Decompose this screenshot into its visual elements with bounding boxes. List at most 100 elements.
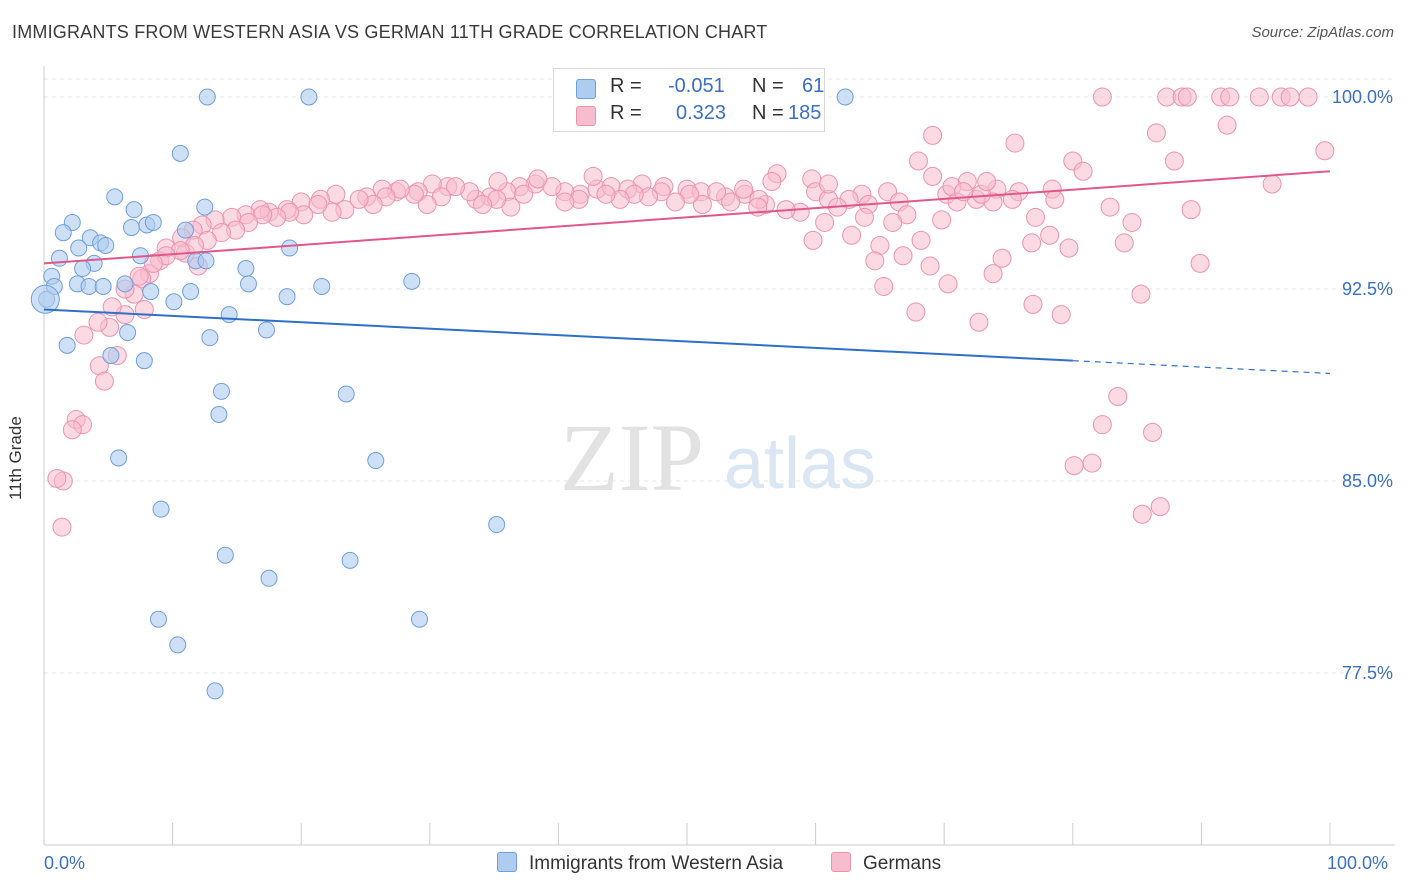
data-point-western-asia (94, 277, 112, 295)
data-point-germans (1190, 253, 1210, 273)
data-point-western-asia (54, 224, 72, 242)
data-point-germans (1040, 225, 1060, 245)
y-tick-label: 100.0% (1332, 87, 1393, 107)
data-point-germans (555, 192, 575, 212)
watermark-zip: ZIP (560, 404, 704, 511)
chart-title: IMMIGRANTS FROM WESTERN ASIA VS GERMAN 1… (12, 22, 768, 42)
data-point-germans (977, 171, 997, 191)
data-point-western-asia (50, 249, 68, 267)
data-point-germans (692, 195, 712, 215)
data-point-germans (74, 325, 94, 345)
data-point-germans (923, 125, 943, 145)
data-point-western-asia (106, 188, 124, 206)
data-point-germans (1092, 415, 1112, 435)
bottom-legend-western-asia: Immigrants from Western Asia (497, 852, 783, 875)
data-point-germans (62, 420, 82, 440)
x-tick-label-min: 0.0% (44, 853, 86, 873)
data-point-germans (1100, 197, 1120, 217)
data-point-germans (349, 189, 369, 209)
data-point-western-asia (206, 682, 224, 700)
data-point-germans (923, 166, 943, 186)
trend-lines (43, 170, 1331, 375)
data-point-germans (1220, 87, 1240, 107)
data-point-germans (1131, 284, 1151, 304)
data-point-western-asia (152, 500, 170, 518)
data-point-germans (1082, 453, 1102, 473)
trend-line-germans (43, 170, 1331, 265)
data-point-western-asia (135, 352, 153, 370)
data-point-germans (1114, 233, 1134, 253)
data-point-germans (94, 371, 114, 391)
data-point-western-asia (281, 239, 299, 257)
data-point-western-asia (239, 275, 257, 293)
data-point-western-asia (142, 283, 160, 301)
data-point-germans (596, 184, 616, 204)
data-point-western-asia (257, 321, 275, 339)
data-point-germans (865, 251, 885, 271)
data-point-western-asia (201, 329, 219, 347)
data-point-western-asia (220, 306, 238, 324)
legend-n-label: N = (752, 102, 784, 124)
data-point-germans (446, 177, 466, 197)
data-point-germans (47, 468, 67, 488)
data-point-germans (707, 182, 727, 202)
data-point-germans (1262, 174, 1282, 194)
data-point-germans (932, 210, 952, 230)
bottom-legend-germans: Germans (831, 852, 941, 875)
data-point-germans (1059, 238, 1079, 258)
legend-r-value-pink: 0.323 (676, 102, 727, 124)
data-point-germans (983, 264, 1003, 284)
bottom-legend-label-blue: Immigrants from Western Asia (529, 853, 784, 874)
data-point-western-asia (278, 288, 296, 306)
y-tick-label: 92.5% (1342, 279, 1393, 299)
data-point-western-asia (197, 252, 215, 270)
data-point-western-asia (411, 610, 429, 628)
legend-n-label: N = (752, 75, 784, 97)
data-point-germans (1023, 294, 1043, 314)
data-point-western-asia (144, 213, 162, 231)
data-point-western-asia (216, 546, 234, 564)
data-point-germans (1022, 233, 1042, 253)
data-point-western-asia (836, 88, 854, 106)
data-point-germans (473, 195, 493, 215)
data-point-germans (1164, 151, 1184, 171)
data-point-western-asia (58, 336, 76, 354)
y-axis-label: 11th Grade (6, 416, 25, 500)
data-point-western-asia (149, 610, 167, 628)
data-point-germans (1051, 305, 1071, 325)
data-point-western-asia (102, 347, 120, 365)
chart-source: Source: ZipAtlas.com (1251, 24, 1394, 41)
data-point-western-asia (403, 272, 421, 290)
data-point-germans (1073, 161, 1093, 181)
data-point-western-asia (97, 236, 115, 254)
data-point-western-asia (74, 260, 92, 278)
data-point-western-asia (210, 405, 228, 423)
data-point-germans (52, 517, 72, 537)
data-point-germans (143, 253, 163, 273)
data-point-germans (1315, 141, 1335, 161)
data-point-western-asia (116, 275, 134, 293)
gridlines (44, 78, 1395, 674)
data-point-germans (528, 169, 548, 189)
data-point-western-asia (176, 221, 194, 239)
legend-n-value-blue: 61 (802, 75, 825, 97)
data-point-germans (514, 184, 534, 204)
germans-points (47, 87, 1335, 537)
data-point-germans (874, 276, 894, 296)
data-point-germans (1298, 87, 1318, 107)
legend-r-label: R = (610, 75, 642, 97)
data-point-germans (818, 174, 838, 194)
data-point-western-asia (169, 636, 187, 654)
data-point-western-asia (171, 144, 189, 162)
data-point-germans (854, 207, 874, 227)
data-point-germans (762, 171, 782, 191)
data-point-germans (488, 171, 508, 191)
data-point-germans (1045, 189, 1065, 209)
data-point-germans (803, 230, 823, 250)
data-point-germans (308, 195, 328, 215)
data-point-germans (102, 297, 122, 317)
legend-swatch-blue (576, 79, 596, 99)
data-point-germans (908, 151, 928, 171)
data-point-western-asia (80, 277, 98, 295)
bottom-legend-swatch-blue (497, 852, 517, 872)
